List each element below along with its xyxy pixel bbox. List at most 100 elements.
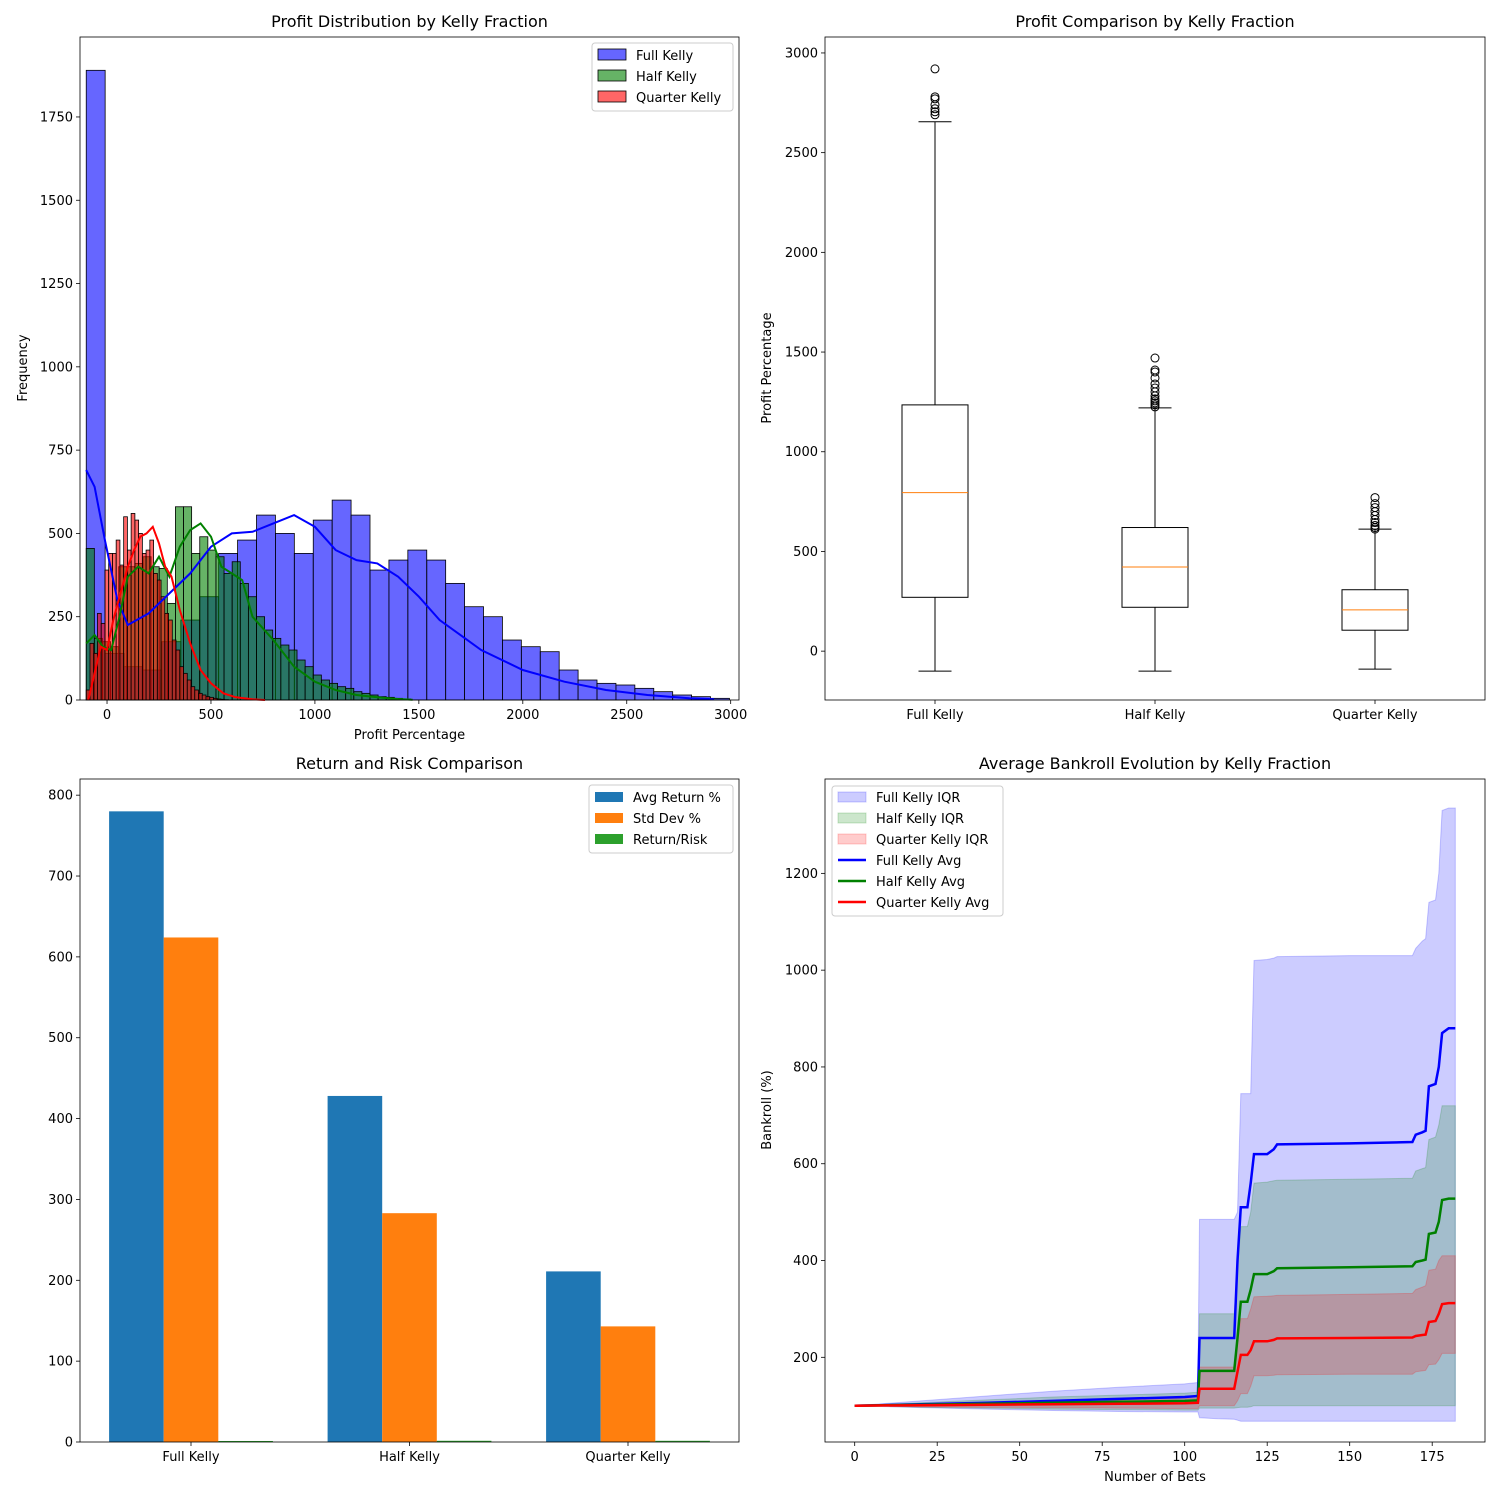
hist-bar	[156, 579, 162, 701]
hist-bar	[264, 629, 274, 701]
hist-kde-line	[87, 524, 266, 701]
box-flier	[1150, 394, 1160, 404]
hist-xtick-label: 1500	[402, 708, 435, 723]
hist-ticks: 0 500 1000 1500 2000 2500 3000 0 250 500 750 1000 12…	[40, 110, 747, 723]
hist-bar	[123, 516, 128, 701]
hist-legend-label-half: Half Kelly	[636, 70, 697, 85]
bar	[546, 1271, 601, 1442]
line-ytick-label: 800	[793, 1060, 818, 1075]
line-xtick-label: 150	[1337, 1450, 1362, 1465]
hist-bar	[205, 696, 211, 701]
line-legend-label-quarter-iqr: Quarter Kelly IQR	[876, 833, 988, 848]
bar-xtick-label: Full Kelly	[162, 1450, 219, 1465]
hist-bar	[164, 612, 169, 701]
box-frame	[824, 36, 1486, 701]
bar	[382, 1213, 437, 1442]
hist-bar	[350, 514, 371, 701]
box-flier	[1370, 503, 1380, 513]
box-flier	[930, 110, 940, 120]
box-flier	[1150, 383, 1160, 393]
bar-legend-label-return: Avg Return %	[633, 791, 721, 806]
hist-bar	[171, 639, 177, 701]
hist-kde-curves	[85, 469, 715, 701]
bar-ytick-label: 800	[48, 789, 73, 804]
box-ytick-label: 2000	[785, 246, 818, 261]
hist-bars	[85, 69, 730, 701]
hist-bar	[312, 519, 333, 701]
line-legend-box	[831, 785, 1004, 917]
box-flier	[930, 104, 940, 114]
box-flier	[930, 92, 940, 102]
line-legend-swatch-full-iqr	[837, 791, 867, 803]
line-ytick-label: 1000	[785, 964, 818, 979]
hist-bar	[369, 569, 390, 701]
hist-ytick-label: 500	[48, 527, 73, 542]
line-series	[854, 1026, 1456, 1407]
bar-panel: Return and Risk Comparison 0 100 200 300 400…	[48, 754, 740, 1465]
bar-legend-box	[588, 784, 734, 854]
line-legend-swatch-quarter-iqr	[837, 833, 867, 845]
line-avg	[854, 1197, 1456, 1407]
hist-bar	[179, 666, 184, 701]
hist-bar	[130, 513, 136, 701]
bar-legend-label-std: Std Dev %	[633, 812, 701, 827]
hist-xtick-label: 0	[103, 708, 111, 723]
hist-legend-label-quarter: Quarter Kelly	[636, 91, 721, 106]
hist-ytick-label: 0	[65, 694, 73, 709]
hist-bar	[304, 666, 314, 701]
hist-bar	[502, 639, 522, 701]
box-title: Profit Comparison by Kelly Fraction	[1015, 12, 1294, 31]
hist-bar	[231, 561, 241, 701]
line-xtick-label: 25	[929, 1450, 946, 1465]
line-frame	[824, 778, 1486, 1443]
bar-legend-label-ratio: Return/Risk	[633, 833, 708, 848]
hist-bar	[191, 553, 201, 701]
hist-bar	[215, 556, 225, 701]
line-ylabel: Bankroll (%)	[760, 1070, 775, 1150]
bar-frame	[79, 778, 740, 1443]
line-xtick-label: 125	[1255, 1450, 1280, 1465]
box-flier	[1150, 353, 1160, 363]
box-iqr	[901, 404, 969, 598]
bar-ytick-label: 600	[48, 950, 73, 965]
bar-ticks: 0 100 200 300 400 500 600 700 800 Full Kelly Half …	[48, 789, 671, 1465]
box-ytick-label: 1000	[785, 445, 818, 460]
hist-bar	[426, 559, 447, 701]
box-panel: Profit Comparison by Kelly Fraction Prof…	[760, 12, 1486, 723]
line-xtick-label: 75	[1094, 1450, 1111, 1465]
box-xtick-label: Quarter Kelly	[1332, 708, 1417, 723]
line-xtick-label: 0	[851, 1450, 859, 1465]
hist-ytick-label: 250	[48, 610, 73, 625]
bar	[600, 1326, 656, 1442]
hist-xtick-label: 1000	[298, 708, 331, 723]
line-xtick-label: 100	[1172, 1450, 1197, 1465]
bar-xtick-label: Half Kelly	[379, 1450, 440, 1465]
hist-bar	[407, 549, 428, 701]
hist-ytick-label: 1500	[40, 194, 73, 209]
bar-legend-swatch-return	[595, 792, 623, 802]
hist-legend-swatch-quarter	[597, 90, 627, 103]
hist-bar	[168, 619, 173, 701]
bar	[655, 1440, 710, 1442]
hist-bar	[186, 679, 192, 701]
hist-bar	[100, 622, 106, 701]
hist-bar	[141, 553, 147, 701]
hist-bar	[331, 499, 352, 701]
hist-bar	[194, 689, 199, 701]
line-xtick-label: 175	[1420, 1450, 1445, 1465]
hist-xtick-label: 2000	[506, 708, 539, 723]
line-legend-label-full-avg: Full Kelly Avg	[876, 854, 961, 869]
line-ytick-label: 600	[793, 1157, 818, 1172]
hist-kde-line	[85, 522, 413, 701]
hist-legend: Full Kelly Half Kelly Quarter Kelly	[591, 42, 734, 112]
bar-ytick-label: 700	[48, 870, 73, 885]
box-flier	[1370, 493, 1380, 503]
hist-bar	[320, 679, 330, 701]
box-flier	[1150, 365, 1160, 375]
hist-bar	[388, 559, 409, 701]
line-legend-label-half-iqr: Half Kelly IQR	[876, 812, 964, 827]
box-flier	[930, 107, 940, 117]
box-ytick-label: 1500	[785, 346, 818, 361]
